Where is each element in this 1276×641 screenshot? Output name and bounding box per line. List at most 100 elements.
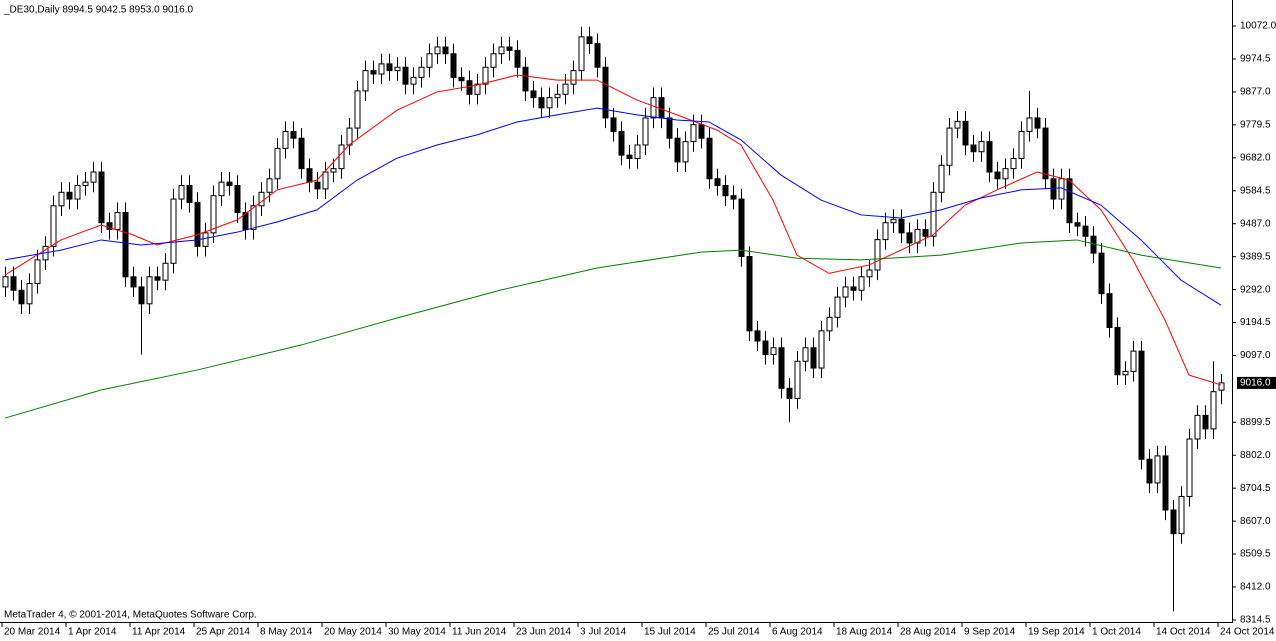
candle-body [778, 347, 785, 389]
x-tick-label: 19 Sep 2014 [1028, 627, 1085, 638]
candle-body [306, 168, 313, 183]
candle-body [402, 66, 409, 85]
candle-body [74, 185, 81, 200]
candle-body [466, 80, 473, 95]
candle-body [338, 144, 345, 170]
candle-body [1146, 458, 1153, 484]
candle-body [818, 330, 825, 369]
x-tick-label: 28 Aug 2014 [900, 627, 957, 638]
x-tick-label: 3 Jul 2014 [580, 627, 627, 638]
chart-title: _DE30,Daily 8994.5 9042.5 8953.0 9016.0 [3, 5, 193, 16]
candle-body [1066, 178, 1073, 224]
candle-body [882, 222, 889, 241]
candle-body [930, 191, 937, 237]
footer: MetaTrader 4, © 2001-2014, MetaQuotes So… [4, 610, 257, 621]
candle-body [298, 137, 305, 170]
x-tick-label: 25 Jul 2014 [708, 627, 760, 638]
candle-body [994, 171, 1001, 180]
candle-body [586, 36, 593, 45]
candle-body [530, 90, 537, 99]
candle-body [570, 70, 577, 85]
candle-body [498, 46, 505, 55]
candle-body [66, 191, 73, 200]
candle-body [34, 259, 41, 285]
candle-body [362, 70, 369, 92]
candle-body [810, 347, 817, 369]
candle-body [10, 276, 17, 291]
candle-body [434, 46, 441, 55]
candle-body [1154, 455, 1161, 484]
x-tick-label: 1 Oct 2014 [1092, 627, 1141, 638]
candle-body [394, 66, 401, 72]
candle-body [1138, 350, 1145, 460]
candle-body [770, 347, 777, 356]
candle-body [418, 66, 425, 78]
candle-body [738, 198, 745, 258]
candle-body [450, 53, 457, 78]
candle-body [650, 97, 657, 119]
y-tick-label: 8704.5 [1240, 483, 1271, 494]
y-tick-label: 9779.5 [1240, 120, 1271, 131]
x-tick-label: 20 May 2014 [324, 627, 382, 638]
candle-body [178, 185, 185, 200]
candle-body [802, 347, 809, 362]
candle-body [634, 144, 641, 159]
candle-body [898, 218, 905, 234]
y-tick-label: 9682.0 [1240, 152, 1271, 163]
x-tick-label: 15 Jul 2014 [644, 627, 696, 638]
candle-body [234, 185, 241, 214]
candle-body [850, 286, 857, 291]
candle-body [82, 181, 89, 187]
x-tick-label: 20 Mar 2014 [4, 627, 61, 638]
candle-body [562, 83, 569, 95]
candle-body [506, 46, 513, 51]
candle-body [1218, 382, 1225, 391]
candle-body [754, 330, 761, 342]
candle-body [106, 222, 113, 230]
candle-body [1170, 509, 1177, 535]
candle-body [130, 276, 137, 288]
last-price-box [1237, 376, 1276, 389]
candle-body [682, 141, 689, 163]
candle-body [842, 286, 849, 298]
candle-body [210, 195, 217, 234]
candle-body [642, 117, 649, 146]
candle-body [674, 137, 681, 163]
candle-body [258, 191, 265, 207]
candle-body [1010, 157, 1017, 170]
candle-body [202, 232, 209, 247]
candle-body [938, 164, 945, 193]
x-tick-label: 11 Jun 2014 [452, 627, 507, 638]
y-tick-label: 9584.5 [1240, 185, 1271, 196]
candle-body [746, 256, 753, 332]
y-tick-label: 8607.0 [1240, 516, 1271, 527]
candle-body [618, 130, 625, 156]
last-price-label: 9016.0 [1240, 378, 1271, 389]
candle-body [442, 46, 449, 55]
x-tick-label: 23 Jun 2014 [516, 627, 571, 638]
x-tick-label: 8 May 2014 [260, 627, 313, 638]
candle-body [1202, 414, 1209, 430]
candle-body [970, 144, 977, 153]
y-tick-label: 9292.0 [1240, 284, 1271, 295]
candle-body [890, 218, 897, 224]
candle-body [594, 43, 601, 68]
candle-body [1130, 350, 1137, 372]
candle-body [482, 66, 489, 85]
candle-body [26, 283, 33, 305]
candle-body [322, 171, 329, 190]
candle-body [986, 141, 993, 173]
candle-body [218, 181, 225, 197]
candle-body [346, 127, 353, 146]
candle-body [90, 171, 97, 183]
candle-body [922, 228, 929, 237]
candle-body [730, 195, 737, 200]
x-tick-label: 25 Apr 2014 [196, 627, 250, 638]
candle-body [1002, 168, 1009, 180]
candle-body [714, 178, 721, 187]
candle-body [154, 276, 161, 281]
candle-body [954, 120, 961, 129]
candle-body [690, 124, 697, 143]
